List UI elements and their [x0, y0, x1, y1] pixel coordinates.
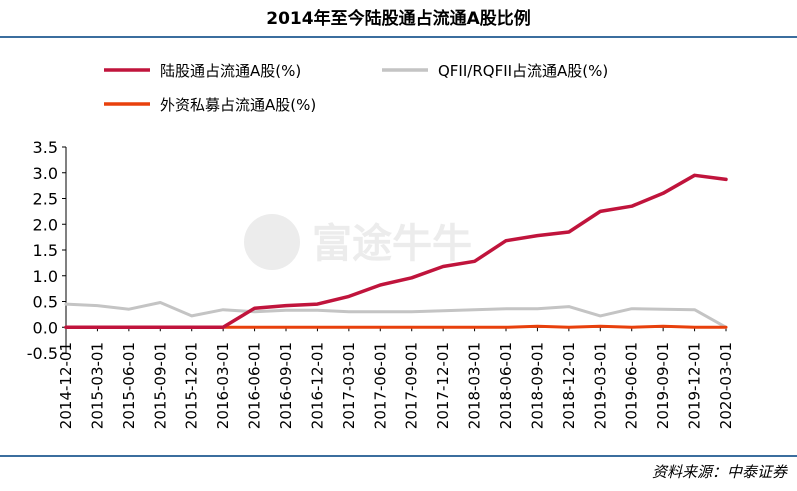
x-tick-label: 2015-12-01 [183, 342, 201, 429]
x-tick-label: 2017-12-01 [434, 342, 452, 429]
series-lines [64, 173, 728, 330]
y-tick-label: 0.5 [33, 293, 58, 312]
series-line-2 [64, 301, 728, 329]
top-divider [0, 36, 797, 38]
x-tick-label: 2016-06-01 [246, 342, 264, 429]
x-tick-label: 2019-03-01 [591, 342, 609, 429]
x-tick-label: 2018-06-01 [497, 342, 515, 429]
x-tick-label: 2019-12-01 [686, 342, 704, 429]
y-tick-label: -0.5 [27, 344, 58, 363]
legend-label-1: 陆股通占流通A股(%) [160, 62, 301, 80]
y-tick-label: 3.5 [33, 138, 58, 157]
chart-title: 2014年至今陆股通占流通A股比例 [266, 9, 531, 29]
watermark: 富途牛牛 [244, 214, 472, 270]
watermark-logo-icon [244, 214, 300, 270]
series-line-1 [64, 173, 728, 330]
y-tick-label: 1.5 [33, 241, 58, 260]
x-tick-label: 2016-03-01 [214, 342, 232, 429]
x-tick-label: 2015-03-01 [88, 342, 106, 429]
x-tick-label: 2014-12-01 [57, 342, 75, 429]
y-tick-label: 3.0 [33, 164, 58, 183]
bottom-divider [0, 455, 797, 457]
legend: 陆股通占流通A股(%) QFII/RQFII占流通A股(%) 外资私募占流通A股(%… [104, 62, 608, 114]
x-tick-label: 2016-12-01 [308, 342, 326, 429]
x-tick-label: 2018-09-01 [528, 342, 546, 429]
axes: -0.5 0.0 0.5 1.0 1.5 2.0 2.5 3.0 3.5 2014-12-01 20… [27, 138, 735, 429]
y-tick-label: 2.0 [33, 215, 58, 234]
legend-label-3: 外资私募占流通A股(%) [160, 96, 316, 114]
x-tick-label: 2017-06-01 [371, 342, 389, 429]
x-tick-label: 2015-06-01 [120, 342, 138, 429]
x-tick-label: 2018-03-01 [466, 342, 484, 429]
x-tick-label: 2015-09-01 [151, 342, 169, 429]
watermark-text: 富途牛牛 [312, 221, 472, 267]
x-tick-label: 2017-03-01 [340, 342, 358, 429]
x-tick-label: 2019-09-01 [654, 342, 672, 429]
x-tick-label: 2020-03-01 [717, 342, 735, 429]
y-tick-label: 2.5 [33, 190, 58, 209]
source-note: 资料来源：中泰证券 [651, 463, 787, 481]
y-tick-label: 0.0 [33, 318, 58, 337]
x-tick-label: 2018-12-01 [560, 342, 578, 429]
legend-label-2: QFII/RQFII占流通A股(%) [438, 62, 608, 80]
x-tick-label: 2017-09-01 [403, 342, 421, 429]
y-tick-label: 1.0 [33, 267, 58, 286]
x-tick-label: 2016-09-01 [277, 342, 295, 429]
x-tick-label: 2019-06-01 [623, 342, 641, 429]
